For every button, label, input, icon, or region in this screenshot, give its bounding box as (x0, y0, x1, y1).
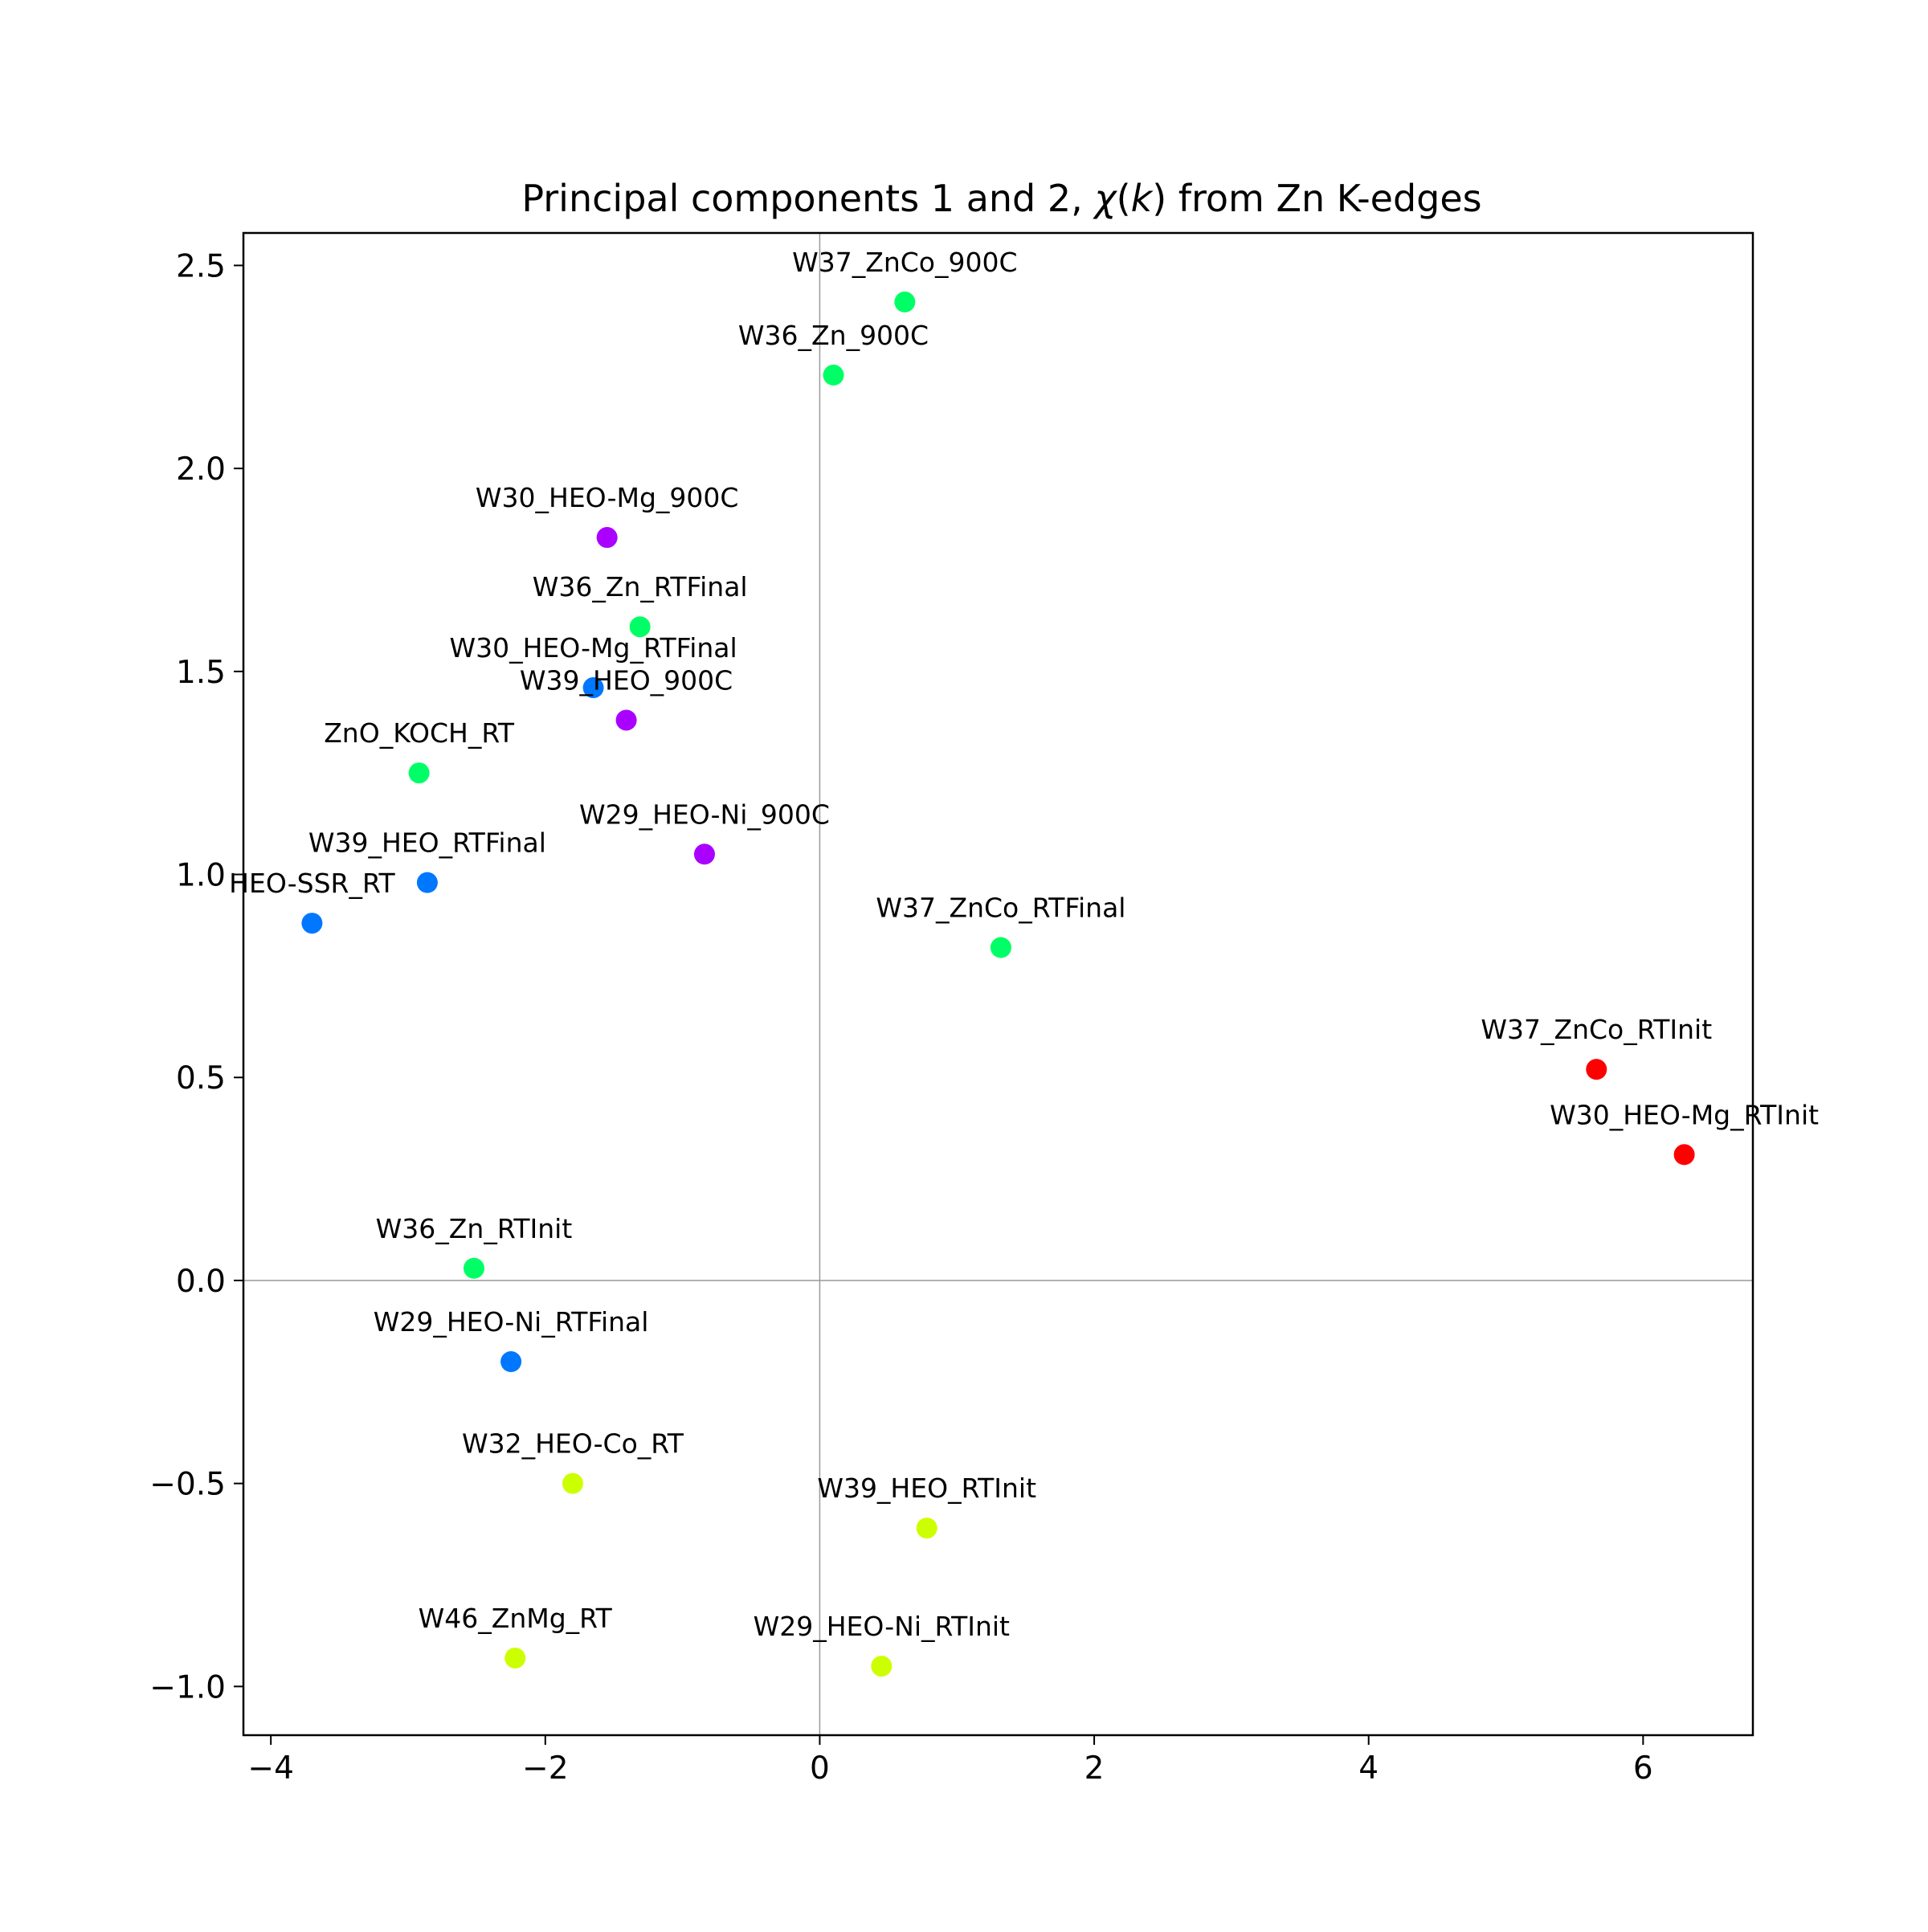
data-points (301, 291, 1695, 1677)
point-label: W29_HEO-Ni_RTInit (754, 1611, 1010, 1642)
point-label: W39_HEO_900C (520, 664, 733, 696)
data-point (916, 1517, 937, 1539)
data-point (562, 1472, 583, 1494)
data-point (416, 872, 438, 893)
plot-frame (242, 231, 1754, 1737)
point-label: W36_Zn_RTInit (376, 1213, 573, 1244)
data-point (596, 527, 618, 549)
x-tick-label: −2 (522, 1750, 569, 1787)
point-label: W36_Zn_RTFinal (533, 571, 748, 602)
x-tick-label: 0 (810, 1750, 830, 1787)
x-tick-label: 4 (1358, 1750, 1379, 1787)
point-label: W30_HEO-Mg_RTInit (1550, 1099, 1819, 1130)
y-tick-label: 1.5 (176, 655, 226, 691)
y-tick-label: −0.5 (149, 1467, 226, 1503)
point-label: W32_HEO-Co_RT (462, 1428, 684, 1460)
data-point (582, 677, 604, 699)
data-point (629, 616, 651, 638)
point-label: W36_Zn_900C (738, 320, 929, 351)
data-point (990, 937, 1011, 958)
point-label: HEO-SSR_RT (229, 868, 395, 899)
chart-title: Principal components 1 and 2, χ(k) from … (521, 177, 1481, 220)
x-tick-label: −4 (247, 1750, 294, 1787)
data-point (408, 762, 430, 784)
data-point (301, 913, 323, 934)
x-axis: −4 −2 0 2 4 6 (247, 1735, 1653, 1787)
point-label: W37_ZnCo_RTInit (1481, 1014, 1712, 1045)
y-tick-label: 2.5 (176, 248, 226, 284)
point-labels: W37_ZnCo_900C W36_Zn_900C W30_HEO-Mg_900C W… (229, 247, 1819, 1642)
x-tick-label: 2 (1084, 1750, 1105, 1787)
point-label: W46_ZnMg_RT (419, 1603, 613, 1634)
data-point (504, 1647, 526, 1669)
y-tick-label: 0.5 (176, 1060, 226, 1097)
data-point (693, 843, 715, 865)
y-tick-label: 1.0 (176, 858, 226, 894)
point-label: W29_HEO-Ni_900C (579, 799, 830, 830)
point-label: W29_HEO-Ni_RTFinal (374, 1306, 649, 1338)
point-label: W39_HEO_RTInit (817, 1472, 1036, 1504)
point-label: W30_HEO-Mg_RTFinal (449, 632, 737, 664)
y-tick-label: 0.0 (176, 1264, 226, 1300)
y-axis: −1.0 −0.5 0.0 0.5 1.0 1.5 2.0 2.5 (149, 248, 243, 1705)
data-point (615, 709, 637, 731)
data-point (1673, 1144, 1695, 1166)
point-label: ZnO_KOCH_RT (324, 717, 515, 749)
x-tick-label: 6 (1633, 1750, 1653, 1787)
data-point (871, 1656, 893, 1677)
data-point (823, 364, 844, 386)
y-tick-label: −1.0 (149, 1669, 226, 1705)
data-point (500, 1351, 522, 1373)
data-point (1586, 1059, 1607, 1080)
data-point (894, 291, 916, 312)
data-point (463, 1257, 484, 1279)
axes-frame (242, 231, 1754, 1737)
y-tick-label: 2.0 (176, 451, 226, 488)
reference-lines (243, 233, 1753, 1735)
point-label: W37_ZnCo_900C (792, 247, 1017, 278)
point-label: W37_ZnCo_RTFinal (876, 892, 1125, 924)
point-label: W39_HEO_RTFinal (308, 827, 546, 859)
point-label: W30_HEO-Mg_900C (476, 482, 739, 513)
